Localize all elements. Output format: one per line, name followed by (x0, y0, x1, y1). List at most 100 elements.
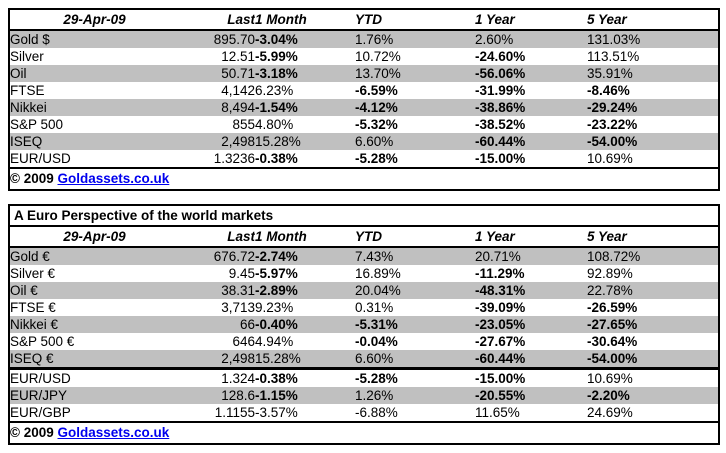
percent-value: -54.00% (587, 350, 720, 369)
percent-value: -1.54% (255, 99, 355, 116)
percent-value: -20.55% (475, 387, 587, 404)
percent-value: 1.26% (355, 387, 475, 404)
table-row: EUR/USD 1.3236 -0.38% -5.28% -15.00% 10.69% (9, 150, 719, 168)
percent-value: 2.60% (475, 30, 587, 48)
percent-value: -38.86% (475, 99, 587, 116)
percent-value: -0.04% (355, 334, 398, 349)
percent-value: -11.29% (475, 266, 525, 281)
table-row: S&P 500 855 4.80% -5.32% -38.52% -23.22% (9, 116, 719, 133)
percent-value: -4.12% (355, 99, 475, 116)
percent-value: -8.46% (587, 83, 630, 98)
percent-value: 0.31% (355, 300, 394, 315)
euro-table-title-row: A Euro Perspective of the world markets (9, 205, 720, 226)
last-value: 646 (232, 334, 255, 349)
percent-value: 13.70% (355, 65, 475, 82)
copyright-text: © 2009 (10, 171, 54, 186)
percent-value: 10.69% (587, 151, 633, 166)
instrument-name: EUR/USD (10, 151, 71, 166)
column-header-ytd: YTD (355, 12, 382, 27)
instrument-name: Silver € (10, 266, 56, 281)
instrument-name: Nikkei € (9, 316, 179, 333)
percent-value: 108.72% (587, 247, 720, 265)
percent-value: -39.09% (475, 300, 526, 315)
percent-value: 24.69% (587, 405, 633, 420)
last-value: 66 (179, 316, 255, 333)
goldassets-link[interactable]: Goldassets.co.uk (57, 171, 170, 186)
usd-table-header: 29-Apr-09 Last 1 Month YTD 1 Year 5 Year (9, 9, 719, 30)
instrument-name: FTSE € (10, 300, 56, 315)
last-value: 676.72 (179, 247, 255, 265)
percent-value: 15.28% (255, 350, 355, 369)
instrument-name: Silver (10, 49, 44, 64)
footer-row: © 2009 Goldassets.co.uk (9, 168, 719, 190)
instrument-name: S&P 500 (10, 117, 64, 132)
percent-value: 7.43% (355, 247, 475, 265)
percent-value: 22.78% (587, 282, 720, 299)
percent-value: -0.38% (255, 371, 298, 386)
table-row: Silver € 9.45 -5.97% 16.89% -11.29% 92.89% (9, 265, 719, 282)
table-row: FTSE 4,142 6.23% -6.59% -31.99% -8.46% (9, 82, 719, 99)
percent-value: 10.72% (355, 49, 401, 64)
instrument-name: Gold € (9, 247, 179, 265)
percent-value: -5.28% (355, 371, 398, 386)
table-gap (8, 191, 718, 204)
goldassets-link[interactable]: Goldassets.co.uk (57, 425, 170, 440)
percent-value: -27.65% (587, 316, 720, 333)
column-header-5year: 5 Year (587, 229, 627, 244)
table-row: Silver 12.51 -5.99% 10.72% -24.60% 113.51% (9, 48, 719, 65)
percent-value: 11.65% (475, 405, 520, 420)
column-header-last: Last (227, 12, 255, 27)
last-value: 2,498 (179, 350, 255, 369)
table-row: ISEQ 2,498 15.28% 6.60% -60.44% -54.00% (9, 133, 719, 150)
last-value: 1.1155 (214, 405, 255, 420)
instrument-name: Oil € (9, 282, 179, 299)
column-header-5year: 5 Year (587, 12, 627, 27)
last-value: 128.6 (179, 387, 255, 404)
percent-value: -23.05% (475, 316, 587, 333)
percent-value: -27.67% (475, 334, 526, 349)
table-row: ISEQ €2,498 15.28% 6.60% -60.44% -54.00% (9, 350, 720, 369)
percent-value: 4.94% (255, 334, 294, 349)
percent-value: -2.20% (587, 387, 720, 404)
last-value: 8,494 (179, 99, 255, 116)
table-row: EUR/JPY 128.6 -1.15% 1.26% -20.55% -2.20% (9, 387, 720, 404)
table-row: Gold $895.70 -3.04% 1.76% 2.60% 131.03% (9, 30, 719, 48)
last-value: 2,498 (179, 133, 255, 150)
euro-table-footer: © 2009 Goldassets.co.uk (9, 422, 720, 444)
instrument-name: EUR/GBP (10, 405, 71, 420)
percent-value: 6.23% (255, 83, 294, 98)
table-row: FTSE € 3,713 9.23% 0.31% -39.09% -26.59% (9, 299, 719, 316)
percent-value: -5.28% (355, 151, 398, 166)
last-value: 895.70 (179, 30, 255, 48)
percent-value: -30.64% (587, 334, 638, 349)
table-row: Gold €676.72 -2.74% 7.43% 20.71% 108.72% (9, 247, 720, 265)
instrument-name: FTSE (10, 83, 45, 98)
table-row: Oil 50.71 -3.18% 13.70% -56.06% 35.91% (9, 65, 719, 82)
instrument-name: Gold $ (9, 30, 179, 48)
percent-value: 9.23% (255, 300, 294, 315)
header-row: 29-Apr-09 Last 1 Month YTD 1 Year 5 Year (9, 226, 719, 247)
percent-value: -26.59% (587, 300, 638, 315)
percent-value: 20.04% (355, 282, 475, 299)
date-header: 29-Apr-09 (63, 12, 126, 27)
percent-value: -54.00% (587, 133, 719, 150)
percent-value: -31.99% (475, 83, 526, 98)
percent-value: 10.69% (587, 371, 633, 386)
instrument-name: ISEQ € (9, 350, 179, 369)
percent-value: -56.06% (475, 65, 587, 82)
instrument-name: Oil (9, 65, 179, 82)
last-value: 1.324 (221, 371, 255, 386)
header-row: 29-Apr-09 Last 1 Month YTD 1 Year 5 Year (9, 9, 719, 30)
copyright-text: © 2009 (10, 425, 54, 440)
percent-value: -3.04% (255, 30, 355, 48)
column-header-1month: 1 Month (255, 12, 307, 27)
instrument-name: ISEQ (9, 133, 179, 150)
table-row: Nikkei €66 -0.40% -5.31% -23.05% -27.65% (9, 316, 720, 333)
percent-value: -0.40% (255, 316, 355, 333)
percent-value: 113.51% (587, 49, 640, 64)
last-value: 9.45 (228, 266, 255, 281)
percent-value: -1.15% (255, 387, 355, 404)
column-header-1year: 1 Year (475, 12, 515, 27)
percent-value: -5.32% (355, 117, 398, 132)
